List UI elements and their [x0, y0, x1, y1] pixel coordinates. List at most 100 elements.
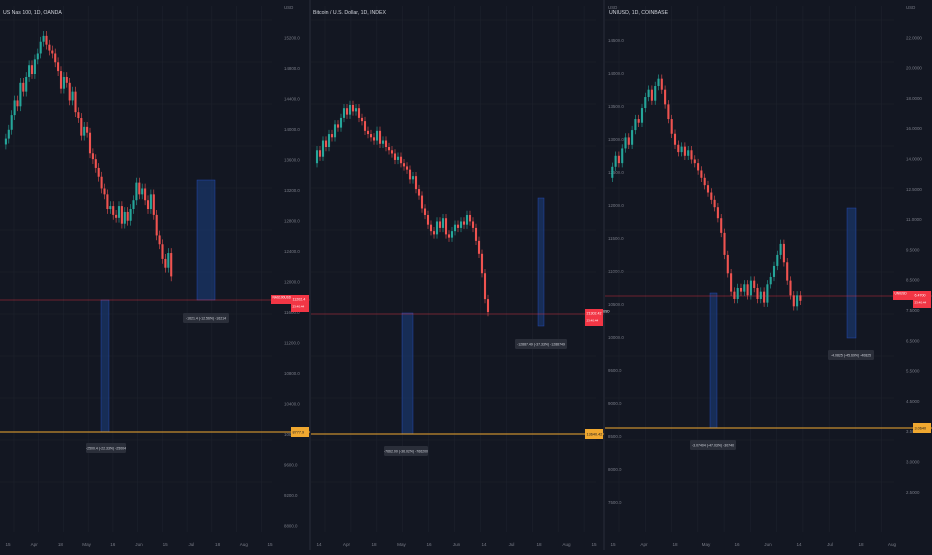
- candle-body: [59, 71, 63, 89]
- candle-body: [723, 232, 726, 255]
- candle-body: [36, 53, 39, 60]
- candle-body: [120, 206, 123, 224]
- candle-body: [351, 104, 355, 112]
- candle-body: [57, 62, 60, 72]
- candlestick-series: [4, 31, 173, 282]
- candle-body: [152, 194, 155, 215]
- candle-body: [660, 78, 663, 90]
- candle-body: [726, 254, 729, 274]
- candle-body: [405, 166, 409, 170]
- y-axis-tick-label: 13600.0: [284, 158, 300, 163]
- candle-body: [135, 182, 138, 201]
- candle-body: [462, 221, 466, 225]
- candle-body: [769, 276, 772, 285]
- candle-body: [158, 235, 161, 245]
- candle-body: [33, 59, 36, 75]
- candle-body: [423, 208, 427, 215]
- x-axis-tick-label: 15: [591, 542, 597, 547]
- y-axis-tick-label: 18.0000: [906, 96, 922, 101]
- candle-body: [420, 195, 424, 209]
- x-axis-tick-label: May: [702, 542, 711, 547]
- candle-body: [22, 82, 25, 92]
- y-axis-tick-label: 7.5000: [906, 308, 920, 313]
- x-axis-tick-label: 15: [267, 542, 273, 547]
- chart-panel-uniusd[interactable]: UNIUSD, 1D, COINBASE USD 22.0000 20.0000 18…: [605, 5, 932, 547]
- candle-body: [408, 169, 412, 180]
- candle-body: [749, 280, 752, 296]
- candle-body: [654, 86, 657, 101]
- x-axis-tick-label: Aug: [562, 542, 571, 547]
- candle-body: [315, 150, 319, 164]
- candle-body: [664, 89, 667, 105]
- candle-body: [477, 240, 481, 254]
- candle-body: [381, 140, 385, 144]
- candle-body: [772, 265, 776, 277]
- chart-panel-nas100[interactable]: US Nas 100, 1D, OANDA USD 15200.0 14800.0 1…: [0, 0, 311, 550]
- candle-body: [680, 146, 683, 153]
- candle-body: [637, 119, 640, 123]
- candle-body: [444, 218, 448, 235]
- candle-body: [776, 254, 779, 266]
- measure-box-lower: [709, 292, 718, 429]
- candle-body: [161, 244, 164, 259]
- y-axis-tick-label: 2.5000: [906, 490, 920, 495]
- y-axis-tick-label: 11600.0: [284, 310, 300, 315]
- candle-body: [336, 124, 340, 128]
- grid-lines: [605, 6, 894, 532]
- candle-body: [77, 112, 80, 119]
- x-axis-tick-label: 16: [426, 542, 432, 547]
- candle-body: [106, 194, 109, 210]
- candle-body: [693, 159, 696, 164]
- y-axis-tick-label: 12000.0: [284, 280, 300, 285]
- candle-body: [144, 188, 147, 201]
- x-axis-tick-label: 18: [215, 542, 221, 547]
- y-axis-tick-label: 15200.0: [284, 36, 300, 41]
- candle-body: [132, 200, 135, 210]
- x-axis-tick-label: Apr: [640, 542, 648, 547]
- candle-body: [378, 130, 382, 144]
- candle-body: [112, 206, 115, 215]
- candle-body: [611, 166, 614, 178]
- y-axis-tick-label: 9000.0: [608, 401, 622, 406]
- candle-body: [91, 153, 94, 160]
- candle-body: [710, 192, 713, 200]
- candle-body: [16, 100, 19, 107]
- chart-panel-btcusd[interactable]: Bitcoin / U.S. Dollar, 1D, INDEX USD 1450…: [311, 0, 624, 550]
- target-value-bg: [913, 423, 931, 433]
- candle-body: [324, 140, 328, 148]
- candlestick-series: [315, 100, 490, 317]
- candle-body: [486, 299, 490, 313]
- measure-box-upper: [846, 207, 857, 339]
- x-axis-tick-label: 18: [371, 542, 377, 547]
- candle-body: [138, 182, 141, 195]
- y-axis-tick-label: 12800.0: [284, 219, 300, 224]
- measure-label-lower-bg: [86, 443, 126, 453]
- x-axis-tick-label: 14: [796, 542, 802, 547]
- price-tag-symbol: NAS100USD: [273, 296, 292, 300]
- target-value-bg: [585, 429, 603, 439]
- candle-body: [438, 221, 442, 228]
- y-axis-tick-label: 4.5000: [906, 399, 920, 404]
- candle-body: [700, 170, 703, 178]
- candle-body: [631, 130, 634, 145]
- candle-body: [342, 108, 346, 118]
- candle-body: [80, 118, 83, 136]
- candle-body: [706, 185, 710, 193]
- candle-body: [321, 140, 325, 157]
- candle-body: [453, 224, 457, 232]
- candle-body: [354, 108, 358, 112]
- candle-body: [74, 91, 77, 113]
- panel-title: US Nas 100, 1D, OANDA: [3, 10, 62, 16]
- x-axis-tick-label: 18: [858, 542, 864, 547]
- candle-body: [94, 159, 97, 168]
- candle-body: [667, 104, 670, 120]
- measure-label-upper-bg: [515, 339, 567, 349]
- grid-lines: [311, 6, 596, 532]
- x-axis-tick-label: 15: [163, 542, 169, 547]
- candle-body: [483, 273, 487, 300]
- candlestick-series: [611, 74, 802, 311]
- candle-body: [45, 35, 48, 45]
- y-axis-tick-label: 10500.0: [608, 302, 624, 307]
- target-value-bg: [291, 427, 309, 437]
